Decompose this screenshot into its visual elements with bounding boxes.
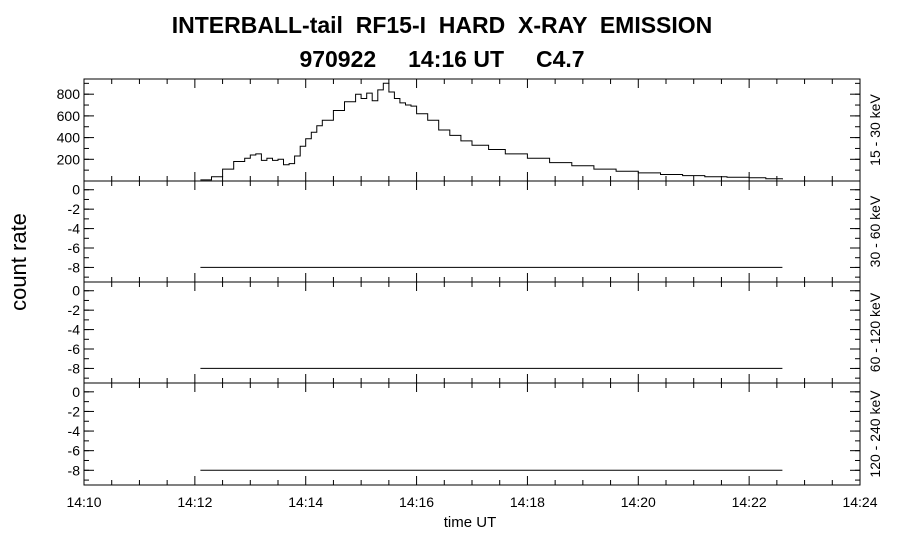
y-tick-label: 0 <box>72 384 80 400</box>
x-tick-label: 14:22 <box>732 494 767 510</box>
band-label: 30 - 60 keV <box>867 195 883 267</box>
y-tick-label: -6 <box>68 443 81 459</box>
x-tick-label: 14:10 <box>66 494 101 510</box>
band-label: 120 - 240 keV <box>867 390 883 478</box>
x-tick-label: 14:14 <box>288 494 323 510</box>
x-tick-label: 14:20 <box>621 494 656 510</box>
y-tick-label: -2 <box>68 201 81 217</box>
y-tick-label: 0 <box>72 283 80 299</box>
y-tick-label: -6 <box>68 240 81 256</box>
y-tick-label: 0 <box>72 182 80 198</box>
y-tick-label: 800 <box>57 86 81 102</box>
series-line-1 <box>200 82 783 181</box>
panel-frame <box>83 281 861 384</box>
x-axis-title: time UT <box>444 514 497 531</box>
x-tick-label: 14:16 <box>399 494 434 510</box>
y-tick-label: -8 <box>68 462 81 478</box>
panel-frame <box>83 180 861 283</box>
chart-title: INTERBALL-tail RF15-I HARD X-RAY EMISSIO… <box>171 12 713 38</box>
x-tick-label: 14:12 <box>177 494 212 510</box>
y-tick-label: -2 <box>68 403 81 419</box>
y-tick-label: -4 <box>68 423 81 439</box>
y-tick-label: -6 <box>68 341 81 357</box>
x-tick-label: 14:18 <box>510 494 545 510</box>
y-tick-label: 200 <box>57 151 81 167</box>
panel-frame <box>83 78 861 182</box>
band-label: 15 - 30 keV <box>867 94 883 166</box>
y-tick-label: -2 <box>68 302 81 318</box>
y-axis-title: count rate <box>6 213 31 311</box>
chart-subtitle: 970922 14:16 UT C4.7 <box>299 46 585 72</box>
y-tick-label: 400 <box>57 130 81 146</box>
y-tick-label: -8 <box>68 360 81 376</box>
y-tick-label: -8 <box>68 259 81 275</box>
x-tick-label: 14:24 <box>842 494 877 510</box>
band-label: 60 - 120 keV <box>867 292 883 372</box>
y-tick-label: -4 <box>68 221 81 237</box>
panel-frame <box>83 382 861 486</box>
y-tick-label: -4 <box>68 322 81 338</box>
y-tick-label: 600 <box>57 108 81 124</box>
